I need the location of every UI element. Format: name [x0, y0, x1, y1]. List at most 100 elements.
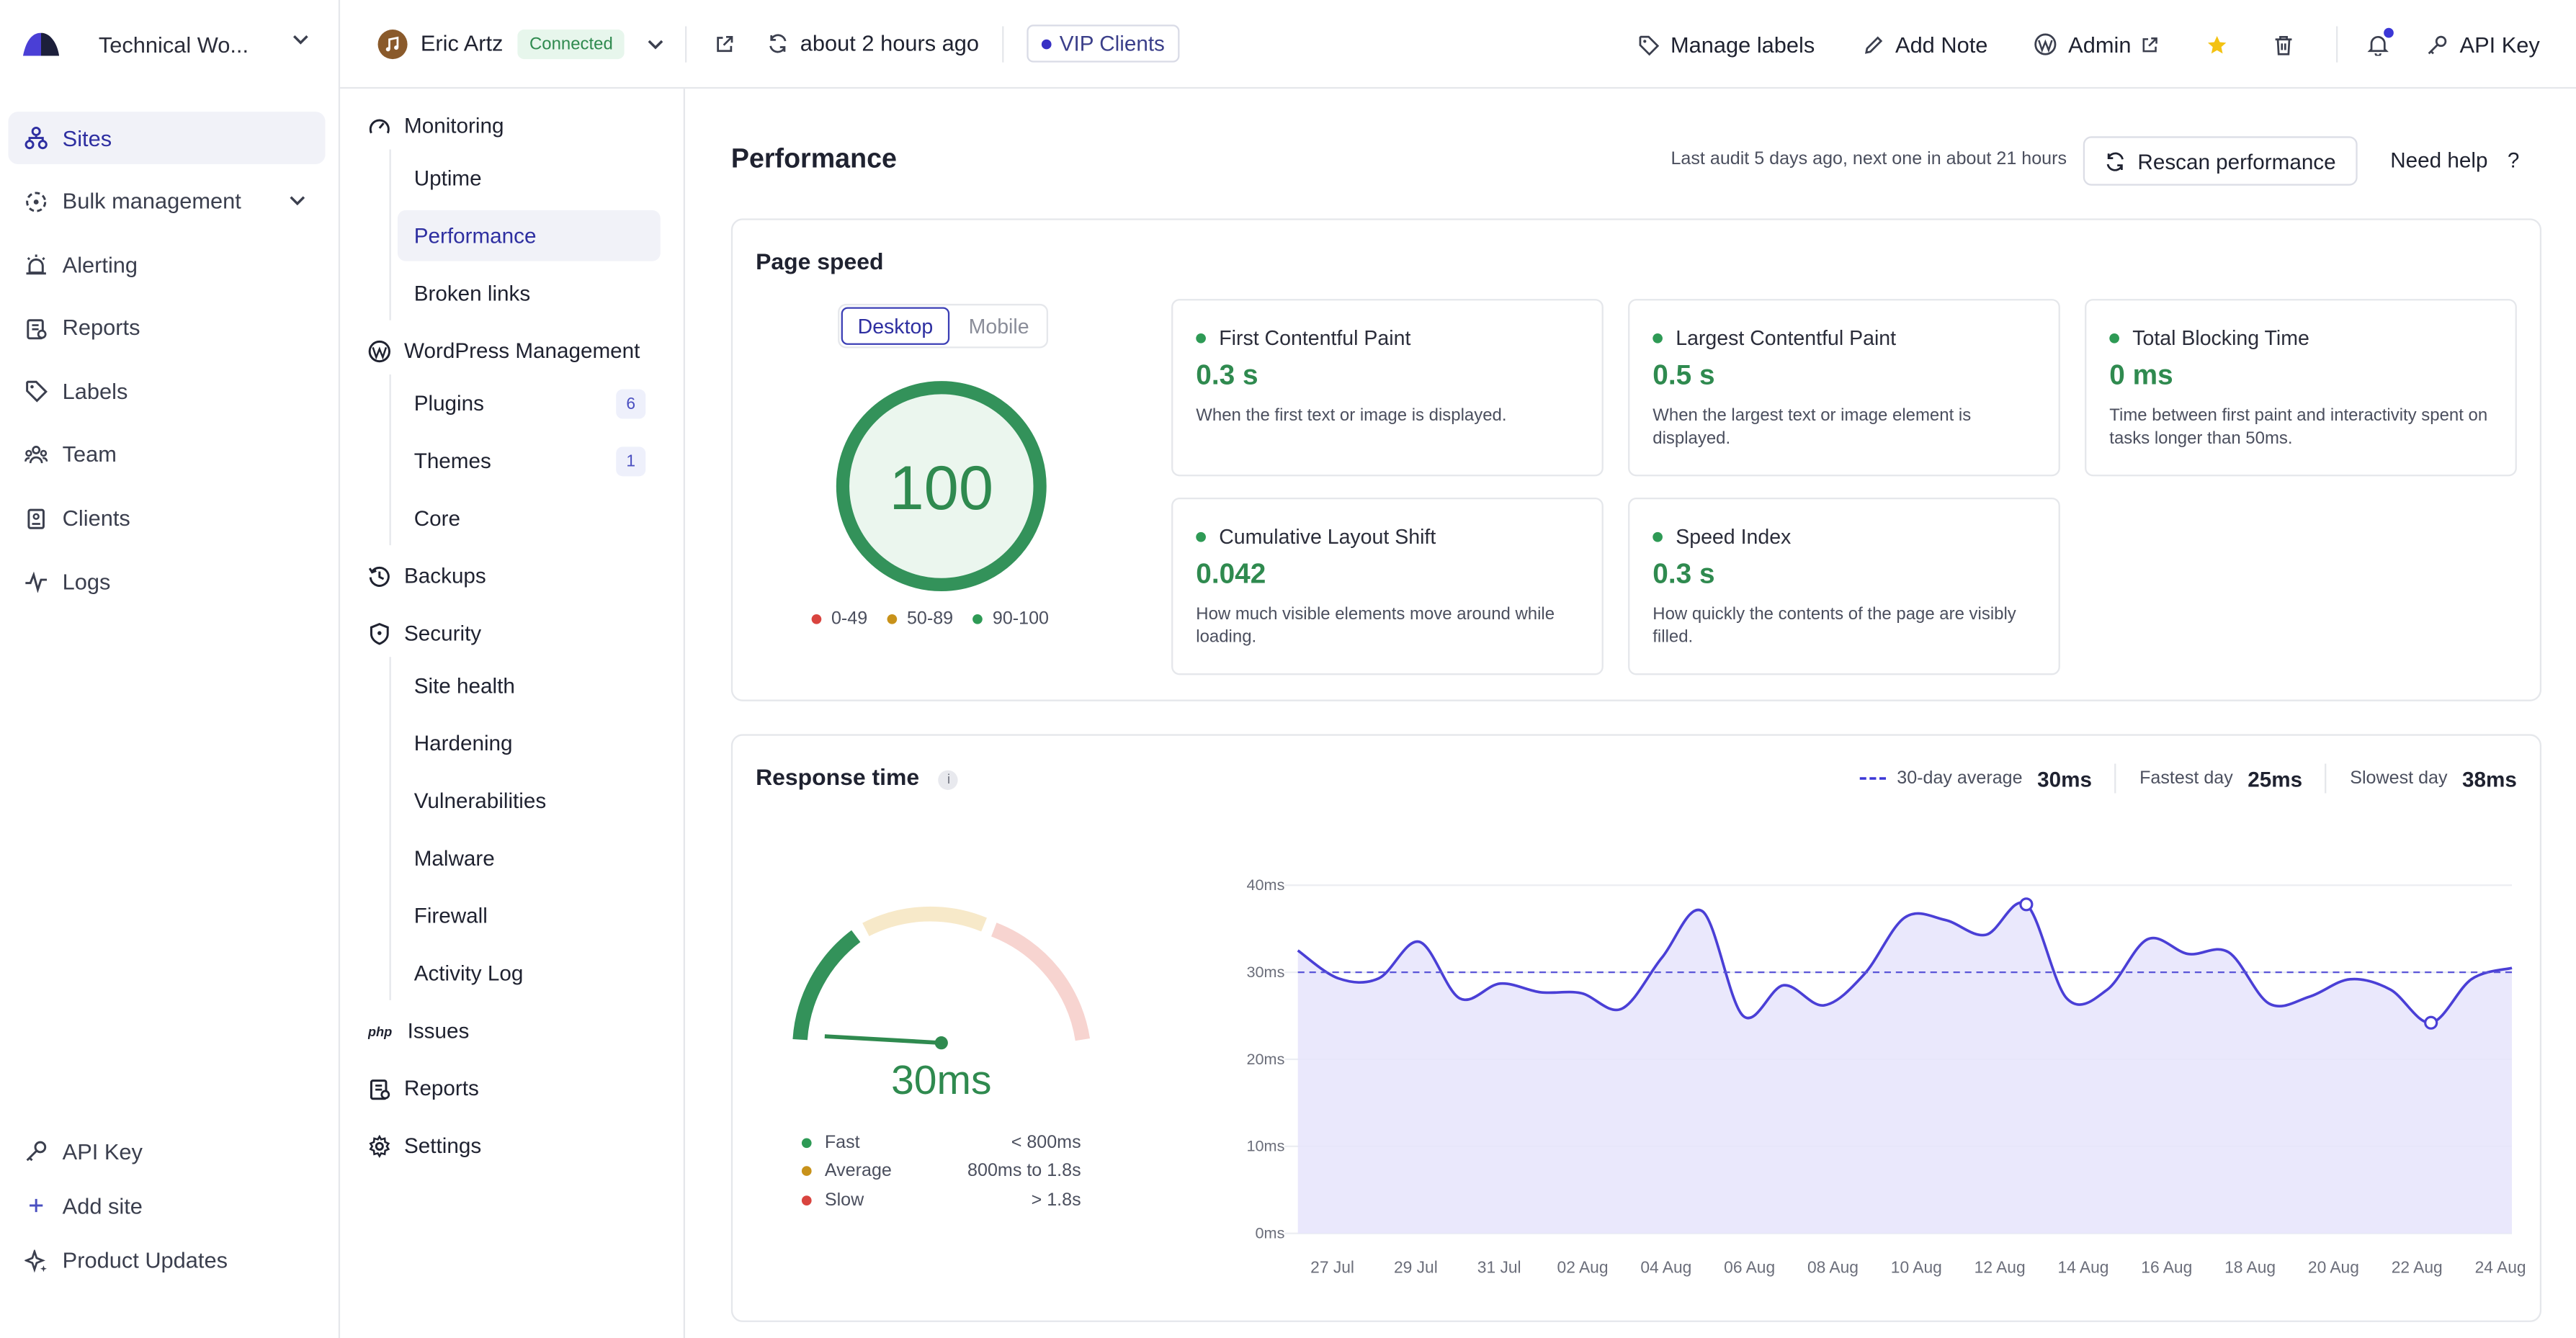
metric-name: First Contentful Paint: [1219, 326, 1411, 350]
org-name: Technical Wo...: [98, 32, 249, 57]
org-switcher[interactable]: Technical Wo...: [0, 0, 339, 89]
sidebar-item-api-key[interactable]: API Key: [8, 1125, 325, 1177]
sidebar-item-alerting[interactable]: Alerting: [8, 238, 325, 291]
subnav-label: Activity Log: [413, 961, 524, 986]
legend-range: 800ms to 1.8s: [967, 1161, 1081, 1182]
sidebar-item-sites[interactable]: Sites: [8, 112, 326, 165]
pencil-icon: [1864, 35, 1882, 53]
external-link-icon[interactable]: [715, 34, 734, 53]
page-speed-title: Page speed: [756, 248, 884, 274]
x-tick-label: 29 Jul: [1394, 1257, 1438, 1276]
subnav-site-health[interactable]: Site health: [398, 660, 661, 711]
rescan-performance-button[interactable]: Rescan performance: [2083, 136, 2358, 186]
subnav-label: Settings: [404, 1133, 482, 1158]
sidebar-item-label: Alerting: [62, 252, 138, 277]
response-time-card: Response time i 30-day average 30ms Faste…: [730, 734, 2542, 1322]
tab-mobile[interactable]: Mobile: [968, 314, 1029, 338]
plugins-count-badge: 6: [616, 389, 646, 419]
score-value: 100: [889, 454, 993, 523]
star-icon[interactable]: [2206, 34, 2228, 55]
subnav-hardening[interactable]: Hardening: [398, 718, 661, 769]
subnav-themes[interactable]: Themes 1: [398, 435, 661, 486]
subnav-wordpress-management[interactable]: WordPress Management: [368, 338, 640, 363]
info-icon[interactable]: i: [939, 769, 959, 789]
manage-labels-button[interactable]: Manage labels: [1637, 32, 1815, 57]
subnav-label: Backups: [404, 563, 486, 588]
sparkle-icon: [24, 1249, 48, 1272]
y-tick-label: 20ms: [1246, 1050, 1284, 1068]
site-user[interactable]: Eric Artz Connected: [340, 28, 664, 58]
notifications-button[interactable]: [2367, 27, 2394, 56]
subnav-settings[interactable]: Settings: [368, 1133, 481, 1158]
slowest-label: Slowest day: [2350, 768, 2448, 789]
chevron-down-icon[interactable]: [648, 37, 664, 50]
shield-icon: [370, 621, 389, 645]
score-ranges: 0-49 50-89 90-100: [811, 609, 1069, 629]
sidebar-item-clients[interactable]: Clients: [8, 492, 325, 544]
response-gauge: 30ms: [792, 906, 1091, 1103]
team-icon: [24, 444, 48, 467]
trash-icon[interactable]: [2274, 34, 2294, 55]
divider: [2325, 763, 2327, 794]
client-tag[interactable]: VIP Clients: [1027, 24, 1180, 63]
clients-icon: [24, 507, 48, 530]
sidebar-item-add-site[interactable]: Add site: [8, 1180, 325, 1232]
fastest-value: 25ms: [2248, 765, 2303, 791]
subnav-vulnerabilities[interactable]: Vulnerabilities: [398, 775, 661, 826]
subnav-activity-log[interactable]: Activity Log: [398, 948, 661, 999]
sidebar-item-reports[interactable]: Reports: [8, 302, 325, 354]
range-dot: [972, 614, 983, 624]
legend-dot: [801, 1166, 812, 1177]
legend-average: Average 800ms to 1.8s: [801, 1157, 1081, 1186]
add-note-button[interactable]: Add Note: [1862, 32, 1988, 57]
divider: [1001, 25, 1004, 62]
subnav-reports[interactable]: Reports: [368, 1076, 479, 1100]
response-time-chart: 0ms 10ms 20ms 30ms 40ms 27 Jul 29 Jul 31 Jul 02 …: [1246, 876, 2526, 1276]
score-arc: [836, 381, 1047, 592]
admin-link[interactable]: Admin: [2034, 32, 2170, 57]
sidebar-item-product-updates[interactable]: Product Updates: [8, 1235, 325, 1288]
sitemap-icon: [24, 126, 48, 150]
chevron-down-icon: [290, 195, 305, 205]
subnav-performance[interactable]: Performance: [397, 210, 661, 261]
subnav-label: Core: [413, 506, 460, 531]
subnav-firewall[interactable]: Firewall: [398, 890, 661, 941]
last-synced: about 2 hours ago: [800, 31, 980, 56]
subnav-monitoring[interactable]: Monitoring: [368, 113, 504, 138]
sidebar-item-team[interactable]: Team: [8, 428, 325, 481]
sidebar-item-logs[interactable]: Logs: [8, 555, 325, 608]
sync-status[interactable]: about 2 hours ago: [767, 31, 980, 56]
need-help-button[interactable]: Need help?: [2390, 148, 2519, 172]
sidebar-nav: Sites Bulk management Alerting Reports L…: [0, 112, 339, 619]
y-tick-label: 30ms: [1246, 963, 1284, 981]
add-note-label: Add Note: [1895, 32, 1988, 57]
range-dot: [887, 614, 898, 624]
subnav-uptime[interactable]: Uptime: [398, 153, 661, 204]
subnav-malware[interactable]: Malware: [398, 832, 661, 884]
subnav-backups[interactable]: Backups: [368, 563, 486, 588]
x-tick-label: 02 Aug: [1557, 1257, 1609, 1276]
subnav-plugins[interactable]: Plugins 6: [398, 378, 661, 429]
subnav-issues[interactable]: php Issues: [368, 1018, 469, 1043]
sidebar-item-labels[interactable]: Labels: [8, 365, 325, 418]
x-tick-label: 14 Aug: [2057, 1257, 2108, 1276]
legend-dot: [801, 1195, 812, 1205]
y-tick-label: 40ms: [1246, 876, 1284, 894]
subnav-label: Issues: [407, 1018, 470, 1043]
admin-label: Admin: [2068, 32, 2132, 57]
api-key-button[interactable]: API Key: [2427, 32, 2540, 57]
subnav-label: Performance: [413, 223, 537, 248]
subnav-core[interactable]: Core: [398, 493, 661, 544]
metric-status-dot: [1196, 333, 1206, 344]
subnav-label: Themes: [413, 448, 491, 473]
page-title: Performance: [730, 144, 897, 174]
subnav-broken-links[interactable]: Broken links: [398, 268, 661, 319]
metric-value: 0.3 s: [1196, 359, 1258, 391]
sidebar-item-label: Product Updates: [62, 1248, 228, 1274]
legend-label: Fast: [824, 1133, 860, 1153]
avg-label: 30-day average: [1897, 768, 2023, 789]
sidebar-item-label: Reports: [62, 315, 140, 341]
tab-desktop[interactable]: Desktop: [841, 307, 950, 345]
subnav-security[interactable]: Security: [368, 621, 481, 645]
sidebar-item-bulk-management[interactable]: Bulk management: [8, 175, 325, 228]
